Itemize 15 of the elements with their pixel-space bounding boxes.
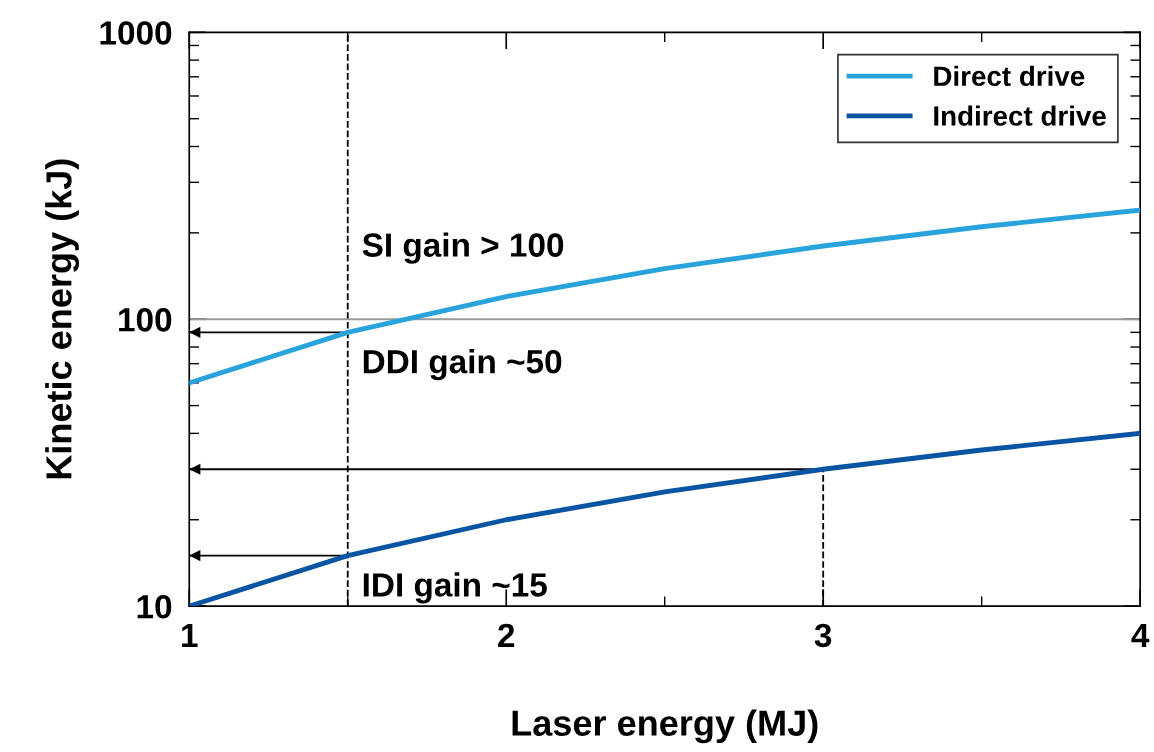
legend-label: Indirect drive — [934, 105, 1106, 126]
ref-line-label: SI gain > 100 — [362, 232, 564, 264]
line-series — [189, 207, 1141, 386]
x-axis-title: Laser energy (MJ) — [512, 709, 818, 744]
x-tick-label: 4 — [1131, 624, 1150, 647]
ref-line-label: DDI gain ~50 — [363, 349, 562, 381]
x-tick-label: 3 — [814, 623, 832, 648]
ref-line-label: IDI gain ~15 — [363, 572, 547, 604]
y-tick-label: 1000 — [100, 21, 172, 45]
y-tick-label: 100 — [119, 308, 172, 332]
y-axis-title: Kinetic energy (kJ) — [45, 159, 79, 479]
x-tick-label: 1 — [182, 624, 198, 647]
legend-label: Direct drive — [934, 65, 1085, 87]
y-tick-label: 10 — [137, 594, 172, 619]
x-tick-label: 2 — [498, 623, 515, 647]
